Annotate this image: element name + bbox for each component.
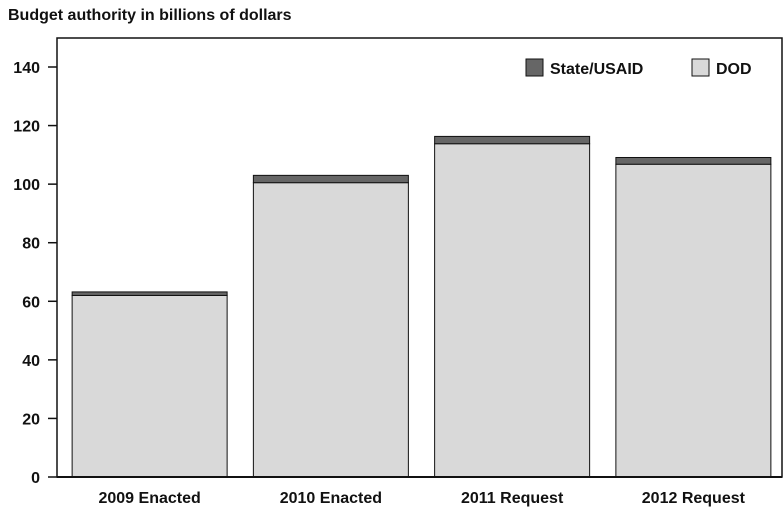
y-tick-label: 60	[22, 294, 40, 311]
x-tick-label: 2009 Enacted	[98, 490, 200, 507]
bar-dod	[252, 182, 409, 478]
legend-label: State/USAID	[550, 61, 643, 78]
chart-title: Budget authority in billions of dollars	[8, 7, 292, 24]
x-tick-label: 2010 Enacted	[280, 490, 382, 507]
x-axis: 2009 Enacted 2010 Enacted 2011 Request 2012…	[57, 476, 782, 507]
y-tick-label: 40	[22, 353, 40, 370]
bar-state-usaid	[252, 174, 409, 184]
bar-dod	[434, 143, 591, 478]
y-tick-label: 0	[31, 470, 40, 487]
legend-label: DOD	[716, 61, 752, 78]
bar-state-usaid	[615, 156, 772, 165]
x-tick-label: 2011 Request	[461, 490, 564, 507]
x-tick-label: 2012 Request	[642, 490, 746, 507]
y-tick-label: 100	[13, 177, 40, 194]
y-tick-label: 140	[13, 60, 40, 77]
bar-state-usaid	[71, 291, 228, 296]
bar-state-usaid	[434, 135, 591, 145]
y-tick-label: 20	[22, 411, 40, 428]
legend-swatch-dod	[691, 58, 710, 77]
legend: State/USAID DOD	[525, 58, 752, 78]
y-axis: 0 20 40 60 80 100 120 140	[13, 60, 57, 487]
y-tick-label: 120	[13, 119, 40, 136]
y-tick-label: 80	[22, 236, 40, 253]
legend-swatch-state-usaid	[525, 58, 544, 77]
bar-dod	[615, 163, 772, 478]
bars	[71, 135, 772, 478]
bar-dod	[71, 294, 228, 478]
